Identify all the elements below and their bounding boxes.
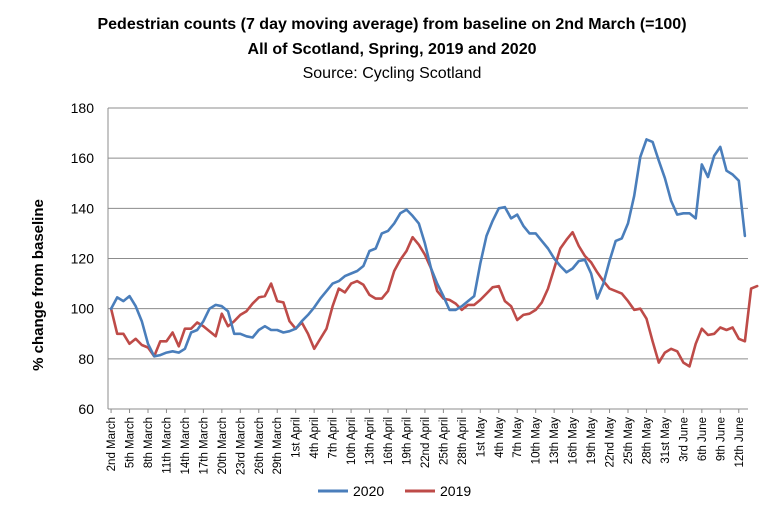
x-tick-label: 10th April bbox=[346, 417, 358, 465]
x-tick-label: 16th May bbox=[568, 417, 580, 465]
x-tick-label: 13th April bbox=[365, 417, 377, 465]
x-tick-label: 20th March bbox=[217, 417, 229, 475]
legend-label-2020: 2020 bbox=[353, 483, 384, 499]
x-tick-label: 4th May bbox=[494, 417, 506, 458]
x-tick-label: 16th April bbox=[383, 417, 395, 465]
y-tick-label: 60 bbox=[78, 401, 94, 417]
series-line-2019 bbox=[109, 230, 759, 368]
x-tick-label: 23rd March bbox=[235, 417, 247, 475]
x-tick-label: 1st May bbox=[475, 417, 487, 458]
x-tick-label: 31st May bbox=[660, 417, 672, 464]
x-tick-label: 29th March bbox=[272, 417, 284, 475]
x-tick-label: 6th June bbox=[697, 417, 709, 461]
y-tick-label: 100 bbox=[71, 301, 95, 317]
x-tick-label: 8th March bbox=[143, 417, 155, 468]
x-tick-label: 25th April bbox=[438, 417, 450, 465]
y-tick-label: 180 bbox=[71, 100, 95, 116]
series-line-2020 bbox=[109, 138, 747, 358]
x-tick-labels: 2nd March 5th March 8th March 11th March 14t… bbox=[106, 417, 746, 475]
x-tick-label: 19th April bbox=[401, 417, 413, 465]
x-tick-label: 12th June bbox=[734, 417, 746, 468]
x-tick-label: 26th March bbox=[254, 417, 266, 475]
x-tick-label: 11th March bbox=[161, 417, 173, 474]
x-tick-label: 22nd April bbox=[420, 417, 432, 468]
x-tick-label: 2nd March bbox=[106, 417, 118, 471]
x-tick-label: 22nd May bbox=[605, 417, 617, 468]
x-tick-label: 7th May bbox=[512, 417, 524, 458]
axes bbox=[107, 108, 748, 413]
x-tick-label: 13th May bbox=[549, 417, 561, 465]
y-tick-label: 160 bbox=[71, 150, 95, 166]
x-tick-label: 10th May bbox=[531, 417, 543, 465]
x-tick-label: 7th April bbox=[328, 417, 340, 459]
x-tick-label: 25th May bbox=[623, 417, 635, 465]
legend: 2020 2019 bbox=[318, 483, 471, 499]
x-tick-label: 17th March bbox=[198, 417, 210, 475]
x-tick-label: 19th May bbox=[586, 417, 598, 465]
x-tick-label: 4th April bbox=[309, 417, 321, 459]
x-tick-label: 28th May bbox=[641, 417, 653, 465]
x-tick-label: 3rd June bbox=[678, 417, 690, 462]
legend-label-2019: 2019 bbox=[440, 483, 471, 499]
x-tick-label: 28th April bbox=[457, 417, 469, 465]
series-lines bbox=[109, 138, 759, 368]
x-tick-label: 5th March bbox=[125, 417, 137, 468]
x-tick-label: 1st April bbox=[291, 417, 303, 458]
y-tick-labels: 60 80 100 120 140 160 180 bbox=[71, 100, 95, 417]
y-axis-label: % change from baseline bbox=[30, 199, 47, 371]
chart-title: Pedestrian counts (7 day moving average)… bbox=[97, 16, 686, 33]
y-tick-label: 80 bbox=[78, 351, 94, 367]
x-tick-label: 9th June bbox=[715, 417, 727, 461]
y-tick-label: 120 bbox=[71, 251, 95, 267]
chart-subtitle: All of Scotland, Spring, 2019 and 2020 bbox=[248, 41, 537, 58]
chart-source: Source: Cycling Scotland bbox=[303, 65, 482, 82]
x-tick-label: 14th March bbox=[180, 417, 192, 475]
y-tick-label: 140 bbox=[71, 200, 95, 216]
